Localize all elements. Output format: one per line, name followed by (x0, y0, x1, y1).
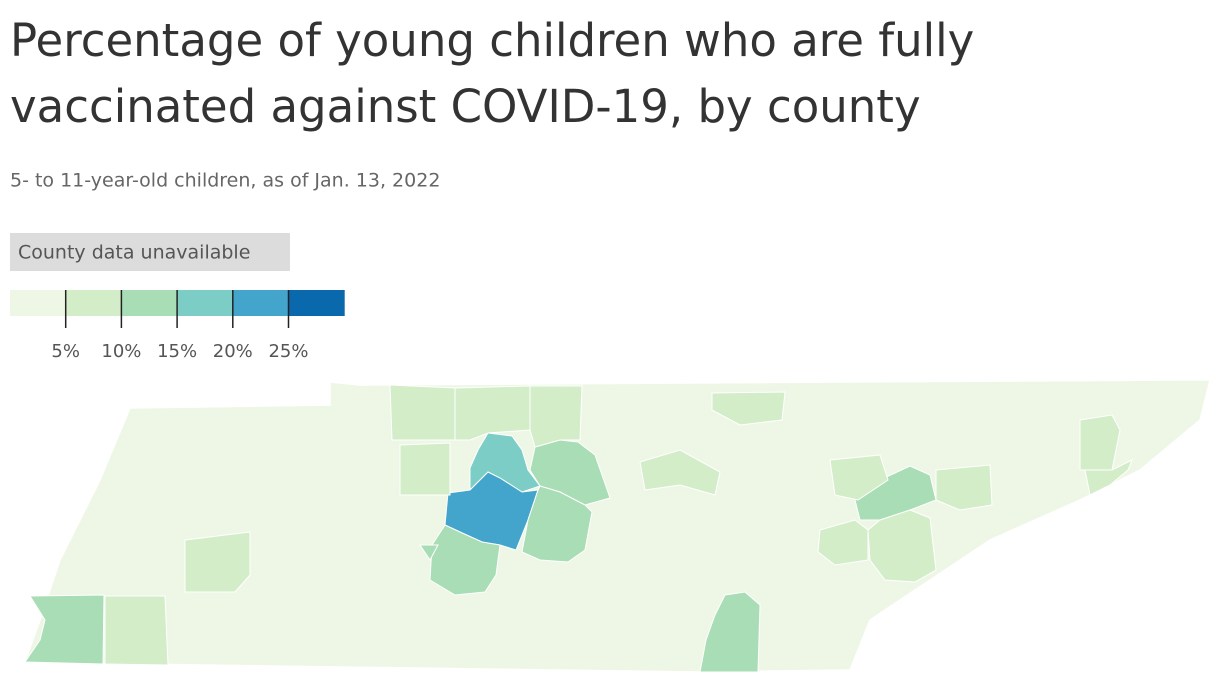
legend-tick-label: 5% (51, 341, 80, 362)
legend: 5% 10% 15% 20% 25% (10, 290, 345, 362)
county (699, 591, 761, 673)
state-base (23, 379, 1211, 673)
county (389, 384, 456, 441)
legend-swatch (10, 290, 67, 316)
county (1079, 414, 1121, 471)
county (429, 524, 501, 596)
title-line: vaccinated against COVID-19, by county (10, 80, 921, 133)
legend-tick-label: 10% (101, 341, 141, 362)
county (935, 464, 993, 511)
missing-label: County data unavailable (18, 242, 250, 264)
county (529, 385, 583, 448)
counties (24, 384, 1133, 673)
legend-swatch (288, 290, 345, 316)
county (104, 595, 169, 666)
county (817, 519, 869, 566)
county (24, 594, 105, 665)
legend-tick-label: 20% (213, 341, 253, 362)
county (867, 509, 937, 583)
county (1084, 458, 1133, 496)
missing-swatch (10, 233, 290, 271)
subtitle: 5- to 11-year-old children, as of Jan. 1… (10, 170, 440, 192)
county (184, 531, 251, 593)
county (829, 454, 889, 501)
county (639, 449, 721, 496)
title-line: Percentage of young children who are ful… (10, 14, 974, 67)
legend-swatch (177, 290, 234, 316)
legend-swatch (232, 290, 289, 316)
county (521, 485, 593, 563)
county (419, 544, 439, 561)
county (711, 391, 786, 426)
county (399, 442, 451, 496)
legend-swatch (121, 290, 178, 316)
legend-tick-label: 15% (157, 341, 197, 362)
legend-swatch (65, 290, 122, 316)
legend-tick-label: 25% (268, 341, 308, 362)
